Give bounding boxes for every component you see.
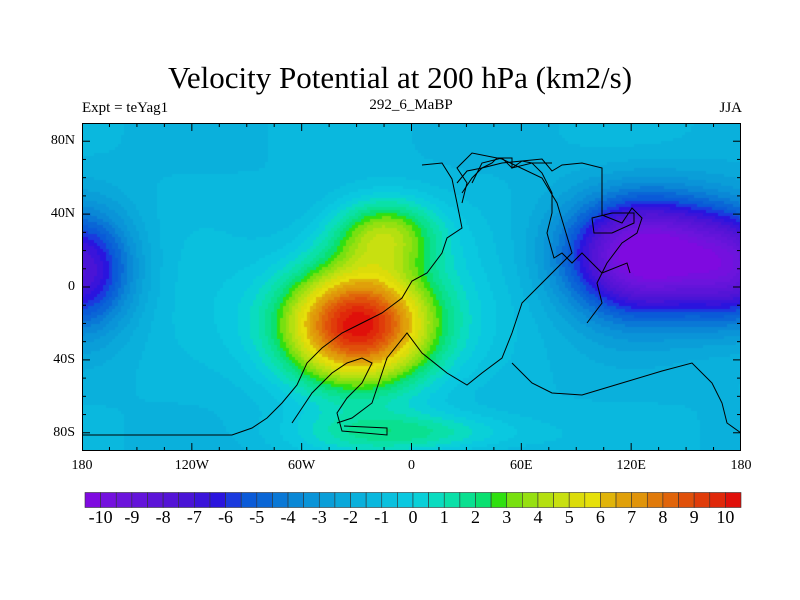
colorbar-label: 6 [595, 507, 605, 527]
colorbar-box [459, 492, 476, 508]
coastline-africa-europe [336, 152, 573, 424]
colorbar-box [568, 492, 586, 508]
plot-border [82, 123, 741, 451]
colorbar-box [240, 492, 258, 508]
coastline-east [461, 158, 643, 324]
y-tick-label: 40N [50, 206, 75, 222]
y-tick-label: 0 [68, 279, 75, 294]
colorbar-box [209, 492, 226, 508]
colorbar-box [522, 492, 539, 508]
colorbar-label: 3 [502, 507, 512, 527]
colorbar-box [178, 492, 195, 508]
colorbar-box [537, 492, 554, 508]
x-tick-label: 120W [174, 458, 209, 473]
colorbar-box [631, 492, 648, 508]
contour-field [82, 123, 741, 451]
colorbar-box [662, 492, 679, 508]
colorbar-box [318, 492, 336, 508]
colorbar-box [162, 492, 180, 508]
colorbar-label: -6 [218, 507, 234, 527]
colorbar-box [600, 492, 617, 508]
colorbar-box [303, 492, 320, 508]
colorbar-box [100, 492, 117, 508]
colorbar-box [553, 492, 570, 508]
colorbar-box [225, 492, 242, 508]
colorbar-label: -9 [124, 507, 140, 527]
colorbar-label: 8 [658, 507, 668, 527]
period-label: 292_6_MaBP [369, 97, 453, 113]
colorbar-label: -4 [280, 507, 296, 527]
colorbar-box [397, 492, 414, 508]
coastline-antarctic-shelf [291, 357, 388, 436]
colorbar-box [412, 492, 429, 508]
y-tick-label: 80S [53, 424, 75, 440]
colorbar-label: -5 [249, 507, 265, 527]
colorbar-box [475, 492, 492, 508]
colorbar-label: -8 [155, 507, 171, 527]
map-overlay [82, 123, 741, 451]
colorbar [84, 492, 742, 508]
colorbar-box [84, 492, 101, 508]
colorbar-label: 0 [408, 507, 418, 527]
colorbar-label: 7 [627, 507, 637, 527]
x-tick-label: 120E [616, 458, 646, 473]
colorbar-box [646, 492, 664, 508]
colorbar-box [256, 492, 273, 508]
coastline-eurasia-north [456, 157, 552, 184]
colorbar-label: -1 [374, 507, 390, 527]
colorbar-box [506, 492, 523, 508]
colorbar-box [428, 492, 445, 508]
colorbar-box [334, 492, 351, 508]
coastline-americas [82, 162, 463, 436]
y-tick-label: 40S [53, 351, 75, 367]
coastline-pacific-island [591, 212, 635, 234]
colorbar-box [693, 492, 711, 508]
colorbar-label: -7 [186, 507, 202, 527]
colorbar-label: 10 [716, 507, 735, 527]
colorbar-box [615, 492, 632, 508]
colorbar-box [115, 492, 133, 508]
season-label: JJA [719, 100, 742, 116]
colorbar-label: -10 [88, 507, 113, 527]
x-tick-label: 180 [730, 458, 752, 473]
colorbar-box [272, 492, 289, 508]
colorbar-box [725, 492, 742, 508]
coastlines [82, 152, 741, 436]
colorbar-box [350, 492, 367, 508]
colorbar-box [287, 492, 304, 508]
colorbar-box [709, 492, 726, 508]
colorbar-box [584, 492, 601, 508]
colorbar-box [490, 492, 508, 508]
colorbar-label: 2 [470, 507, 480, 527]
colorbar-box [678, 492, 695, 508]
x-tick-label: 60E [510, 458, 533, 473]
colorbar-box [443, 492, 461, 508]
experiment-label: Expt = teYag1 [82, 100, 169, 116]
chart-title: Velocity Potential at 200 hPa (km2/s) [167, 60, 633, 95]
colorbar-label: 4 [533, 507, 543, 527]
colorbar-label: -3 [311, 507, 327, 527]
colorbar-label: 1 [439, 507, 449, 527]
colorbar-box [381, 492, 398, 508]
axis-ticks [82, 123, 741, 451]
colorbar-box [147, 492, 164, 508]
colorbar-box [131, 492, 148, 508]
x-tick-label: 0 [408, 458, 415, 473]
colorbar-box [365, 492, 383, 508]
colorbar-box [194, 492, 211, 508]
x-tick-label: 180 [71, 458, 93, 473]
colorbar-label: 9 [689, 507, 699, 527]
x-tick-label: 60W [288, 458, 316, 473]
colorbar-label: 5 [564, 507, 574, 527]
coastline-asia [471, 157, 631, 274]
coastline-south [511, 362, 741, 434]
map-plot-area [82, 123, 741, 451]
y-tick-label: 80N [50, 133, 75, 149]
colorbar-label: -2 [343, 507, 359, 527]
